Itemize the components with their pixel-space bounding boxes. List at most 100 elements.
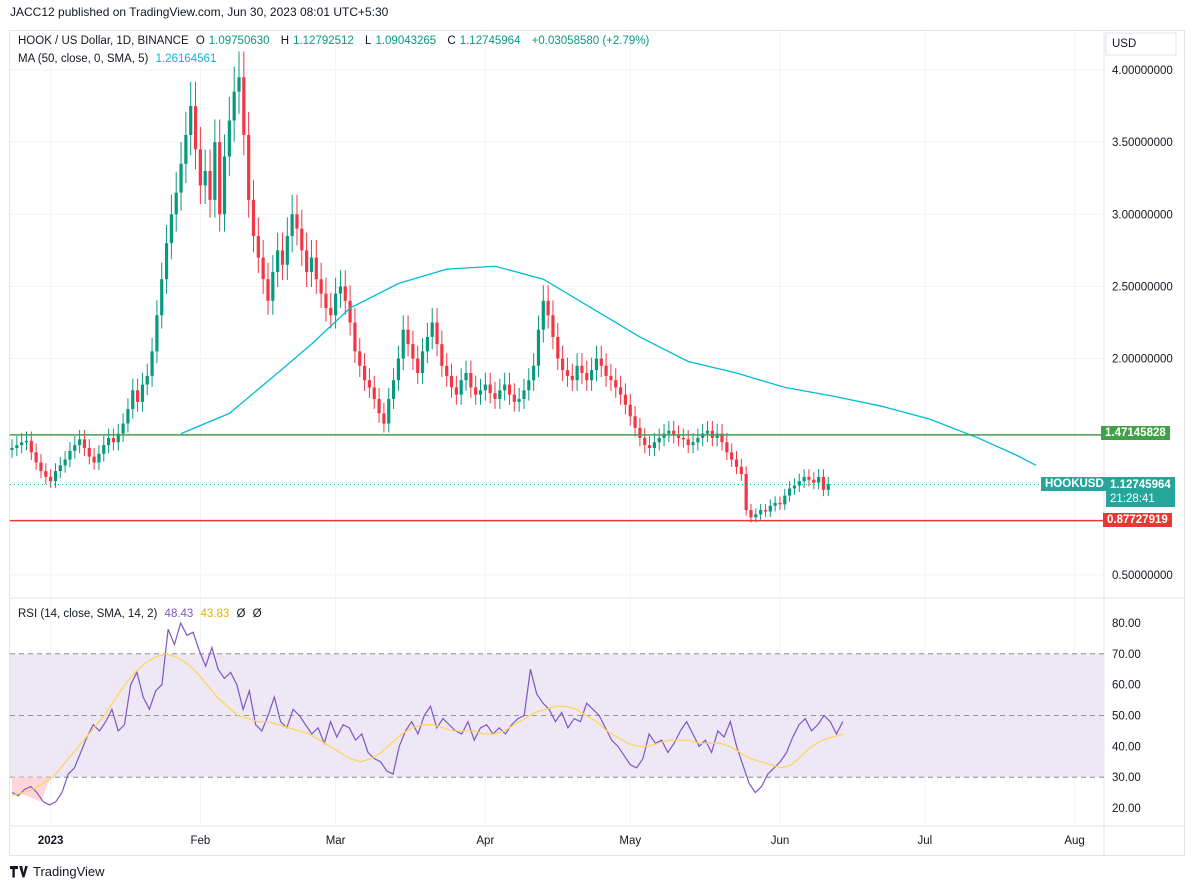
candle-body [599,358,603,366]
candle-body [242,77,246,135]
candle-body [391,380,396,399]
published-by: JACC12 published on TradingView.com, Jun… [10,5,389,19]
time-tick-label: Mar [326,835,346,847]
candle-body [362,365,367,381]
candle-body [58,465,62,472]
candle-body [126,409,130,424]
currency-label: USD [1112,38,1136,50]
candle-body [261,257,265,280]
open-value: 1.09750630 [208,35,270,47]
candle-body [488,384,492,394]
candle-body [783,495,787,505]
rsi-tick-label: 50.00 [1112,711,1141,723]
candle-body [788,488,792,496]
candle-body [734,459,739,467]
tradingview-logo-icon [10,866,28,878]
rsi-tick-label: 30.00 [1112,772,1141,784]
candle-body [420,351,425,373]
candle-body [300,228,304,251]
candle-body [73,445,77,451]
candle-body [817,476,821,483]
candle-body [189,106,193,135]
candle-body [131,390,135,410]
candle-body [503,384,507,391]
candle-body [319,279,323,294]
candle-body [266,279,270,301]
candle-body [102,445,106,454]
candle-body [160,279,164,316]
candle-body [140,384,145,402]
candle-body [435,322,439,345]
candle-body [324,293,328,309]
candle-body [638,427,642,438]
candle-body [68,450,72,460]
time-tick-label: 2023 [38,835,64,847]
symbol-tag: HOOKUSD [1041,477,1108,491]
candle-body [681,437,685,440]
candle-body [715,433,719,438]
candle-body [498,390,502,399]
rsi-value: 48.43 [164,608,194,620]
candle-body [812,479,816,483]
candle-body [150,351,154,376]
candle-body [667,430,671,434]
candle-body [686,439,690,446]
candle-body [474,387,478,395]
rsi-legend: RSI (14, close, SMA, 14, 2) 48.43 43.83 … [18,608,266,620]
candle-body [430,322,434,337]
candle-body [797,481,801,486]
candle-body [87,448,91,457]
candle-body [329,308,333,316]
candle-body [213,142,217,200]
candle-body [222,156,227,215]
candle-body [532,365,536,381]
candle-body [541,300,545,330]
candle-body [546,300,550,316]
candle-body [78,439,82,446]
candle-body [580,365,584,373]
candle-body [97,453,101,463]
green-level-tag: 1.47145828 [1101,426,1170,440]
rsi-label[interactable]: RSI (14, close, SMA, 14, 2) [18,608,158,620]
candle-body [657,437,661,443]
candle-body [193,106,198,150]
symbol-title[interactable]: HOOK / US Dollar, 1D, BINANCE [18,35,189,47]
time-tick-label: Feb [190,835,210,847]
candle-body [416,358,420,373]
candle-body [218,142,222,215]
candle-body [256,235,260,258]
candle-body [203,171,207,186]
last-price-tag: 1.12745964 21:28:41 [1106,477,1175,507]
candle-body [295,214,299,229]
time-tick-label: May [619,835,641,847]
candle-body [551,315,555,337]
candle-body [155,315,159,352]
candle-body [411,344,415,359]
candle-body [53,471,58,482]
candle-body [705,430,710,434]
candle-body [44,471,48,477]
candle-body [285,235,289,265]
brand[interactable]: TradingView [10,864,105,879]
candle-body [618,387,623,395]
candle-body [449,375,454,388]
candle-body [121,423,125,434]
candle-body [401,329,405,359]
candle-body [536,329,541,366]
rsi-tick-label: 60.00 [1112,680,1141,692]
candle-body [763,510,768,512]
candle-body [459,380,463,395]
candle-body [358,351,362,366]
candle-body [701,433,705,438]
candle-body [517,398,521,402]
candle-body [454,387,458,395]
candle-body [276,250,280,272]
candle-body [174,192,178,215]
ma-label[interactable]: MA (50, close, 0, SMA, 5) [18,53,149,65]
candle-body [111,437,116,443]
candle-body [493,393,497,399]
candle-body [512,394,516,402]
candle-body [34,452,38,463]
candle-body [338,286,343,294]
